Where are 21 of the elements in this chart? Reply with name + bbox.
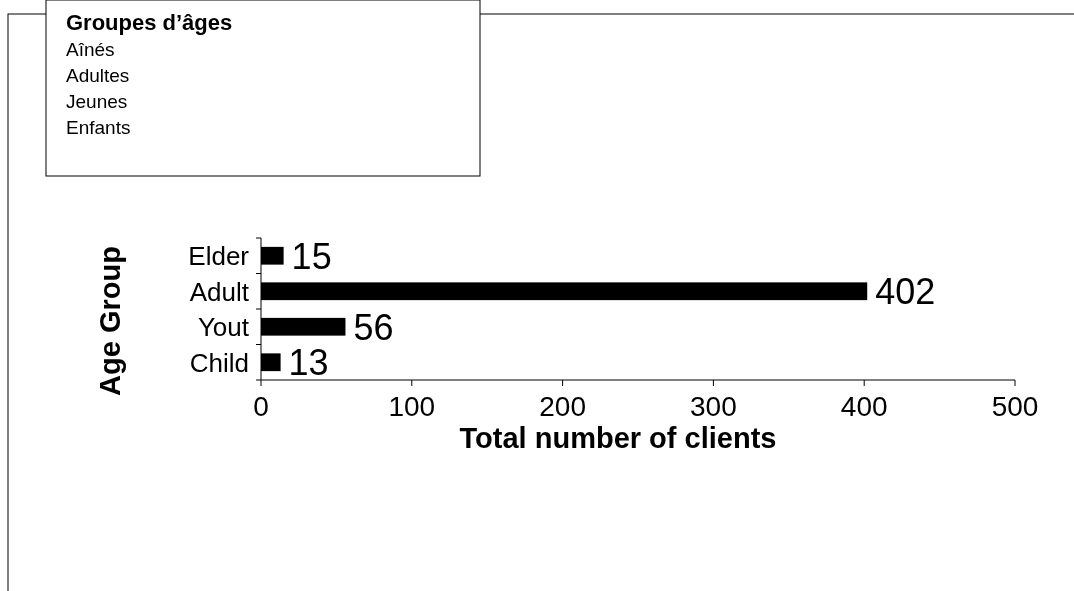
y-tick-label: Child [189,347,249,378]
text: Adultes [66,65,130,86]
x-tick-label: 400 [840,391,888,422]
text: Aînés [66,39,115,60]
y-tick-label: Yout [197,312,250,343]
text: Groupes d’âges [66,10,233,35]
data-label: 15 [291,235,332,277]
y-tick-label: Elder [188,241,250,272]
text: Jeunes [66,91,128,112]
x-tick-label: 300 [690,391,737,422]
data-label: 56 [353,306,394,348]
x-tick-label: 200 [539,391,586,422]
text: Enfants [66,117,131,138]
x-tick-label: 0 [253,391,269,422]
x-tick-label: 500 [991,391,1039,422]
y-tick-label: Adult [189,276,250,307]
y-axis-title: Age Group [94,246,126,396]
data-label: 402 [875,271,936,313]
x-tick-label: 100 [388,391,436,422]
x-axis-title: Total number of clients [459,422,777,454]
data-label: 13 [288,342,329,384]
